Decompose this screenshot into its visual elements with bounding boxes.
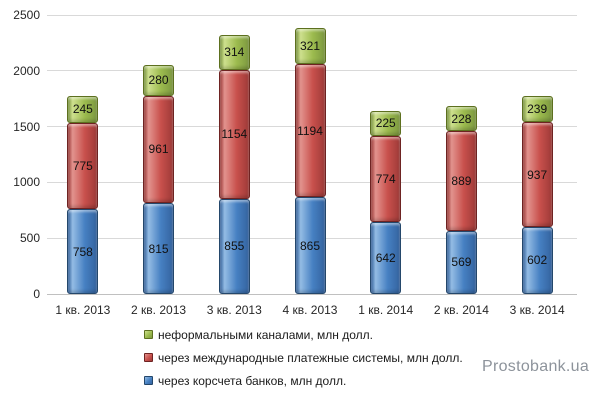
bar-segment: 602 [521,226,553,294]
bar-value-label: 889 [451,173,472,188]
legend-item: через корсчета банков, млн долл. [144,373,463,388]
bar-value-label: 758 [72,244,93,259]
bar-group-3: 314 1154 855 [218,34,250,294]
bar-value-label: 937 [527,167,548,182]
bar-value-label: 642 [375,251,396,266]
legend: неформальными каналами, млн долл. через м… [144,328,463,397]
y-axis-tick-label: 500 [19,231,40,246]
bar-segment: 225 [370,110,402,136]
x-axis-label: 2 кв. 2013 [131,303,187,317]
bar-value-label: 815 [148,241,169,256]
bar-value-label: 774 [375,172,396,187]
bar-value-label: 602 [527,253,548,268]
watermark: Prostobank.ua [482,358,590,375]
bar-segment: 642 [370,222,402,294]
bar-segment: 865 [294,197,326,294]
x-axis-label: 1 кв. 2013 [55,303,111,317]
bar-segment: 569 [445,230,477,294]
bar-segment: 758 [67,209,99,294]
bar-value-label: 245 [72,102,93,117]
y-axis-tick-label: 2500 [13,8,40,22]
bar-segment: 855 [218,198,250,294]
bar-segment: 889 [445,131,477,231]
x-axis-line [47,293,577,295]
bar-value-label: 321 [299,39,321,54]
y-axis-tick-label: 1500 [13,119,40,134]
legend-label: через корсчета банков, млн долл. [158,373,347,388]
x-axis-label: 1 кв. 2014 [358,303,414,317]
bar-value-label: 314 [224,45,245,60]
legend-item: через международные платежные системы, м… [144,350,463,365]
legend-marker-icon [144,353,153,362]
bar-segment: 314 [218,34,250,70]
bar-value-label: 855 [224,239,245,254]
bar-segment: 775 [67,122,99,210]
bar-segment: 321 [294,28,326,65]
bar-group-6: 228 889 569 [445,105,477,294]
bar-segment: 961 [143,95,175,204]
bar-group-5: 225 774 642 [370,110,402,294]
bar-value-label: 865 [299,238,321,253]
bar-value-label: 1194 [297,123,323,138]
bar-segment: 815 [143,203,175,294]
legend-marker-icon [144,376,153,385]
bar-segment: 1194 [294,64,326,198]
bar-segment: 239 [521,95,553,123]
bar-value-label: 280 [148,73,169,88]
y-axis-tick-label: 0 [33,287,40,301]
bar-group-7: 239 937 602 [521,95,553,294]
x-axis-label: 3 кв. 2014 [509,303,565,317]
bar-value-label: 225 [375,116,396,131]
gridline [47,14,577,16]
bar-segment: 280 [143,64,175,96]
bar-group-1: 245 775 758 [67,95,99,294]
bar-value-label: 228 [451,111,472,126]
legend-label: неформальными каналами, млн долл. [158,327,373,342]
bar-value-label: 239 [527,101,548,116]
bar-value-label: 1154 [221,127,248,142]
bar-segment: 228 [445,105,477,132]
legend-item: неформальными каналами, млн долл. [144,327,463,342]
bar-value-label: 775 [72,159,93,174]
bar-group-2: 280 961 815 [143,64,175,294]
bar-group-4: 321 1194 865 [294,28,326,294]
bar-segment: 1154 [218,69,250,199]
bar-value-label: 961 [148,142,169,157]
legend-marker-icon [144,330,153,339]
y-axis-tick-label: 1000 [13,175,40,190]
legend-label: через международные платежные системы, м… [158,350,463,365]
x-axis-label: 3 кв. 2013 [206,303,262,317]
bar-segment: 774 [370,135,402,223]
bar-value-label: 569 [451,255,472,270]
y-axis-tick-label: 2000 [13,63,40,78]
x-axis-label: 2 кв. 2014 [433,303,489,317]
bar-segment: 245 [67,95,99,123]
x-axis-label: 4 кв. 2013 [282,303,338,317]
bar-segment: 937 [521,122,553,227]
